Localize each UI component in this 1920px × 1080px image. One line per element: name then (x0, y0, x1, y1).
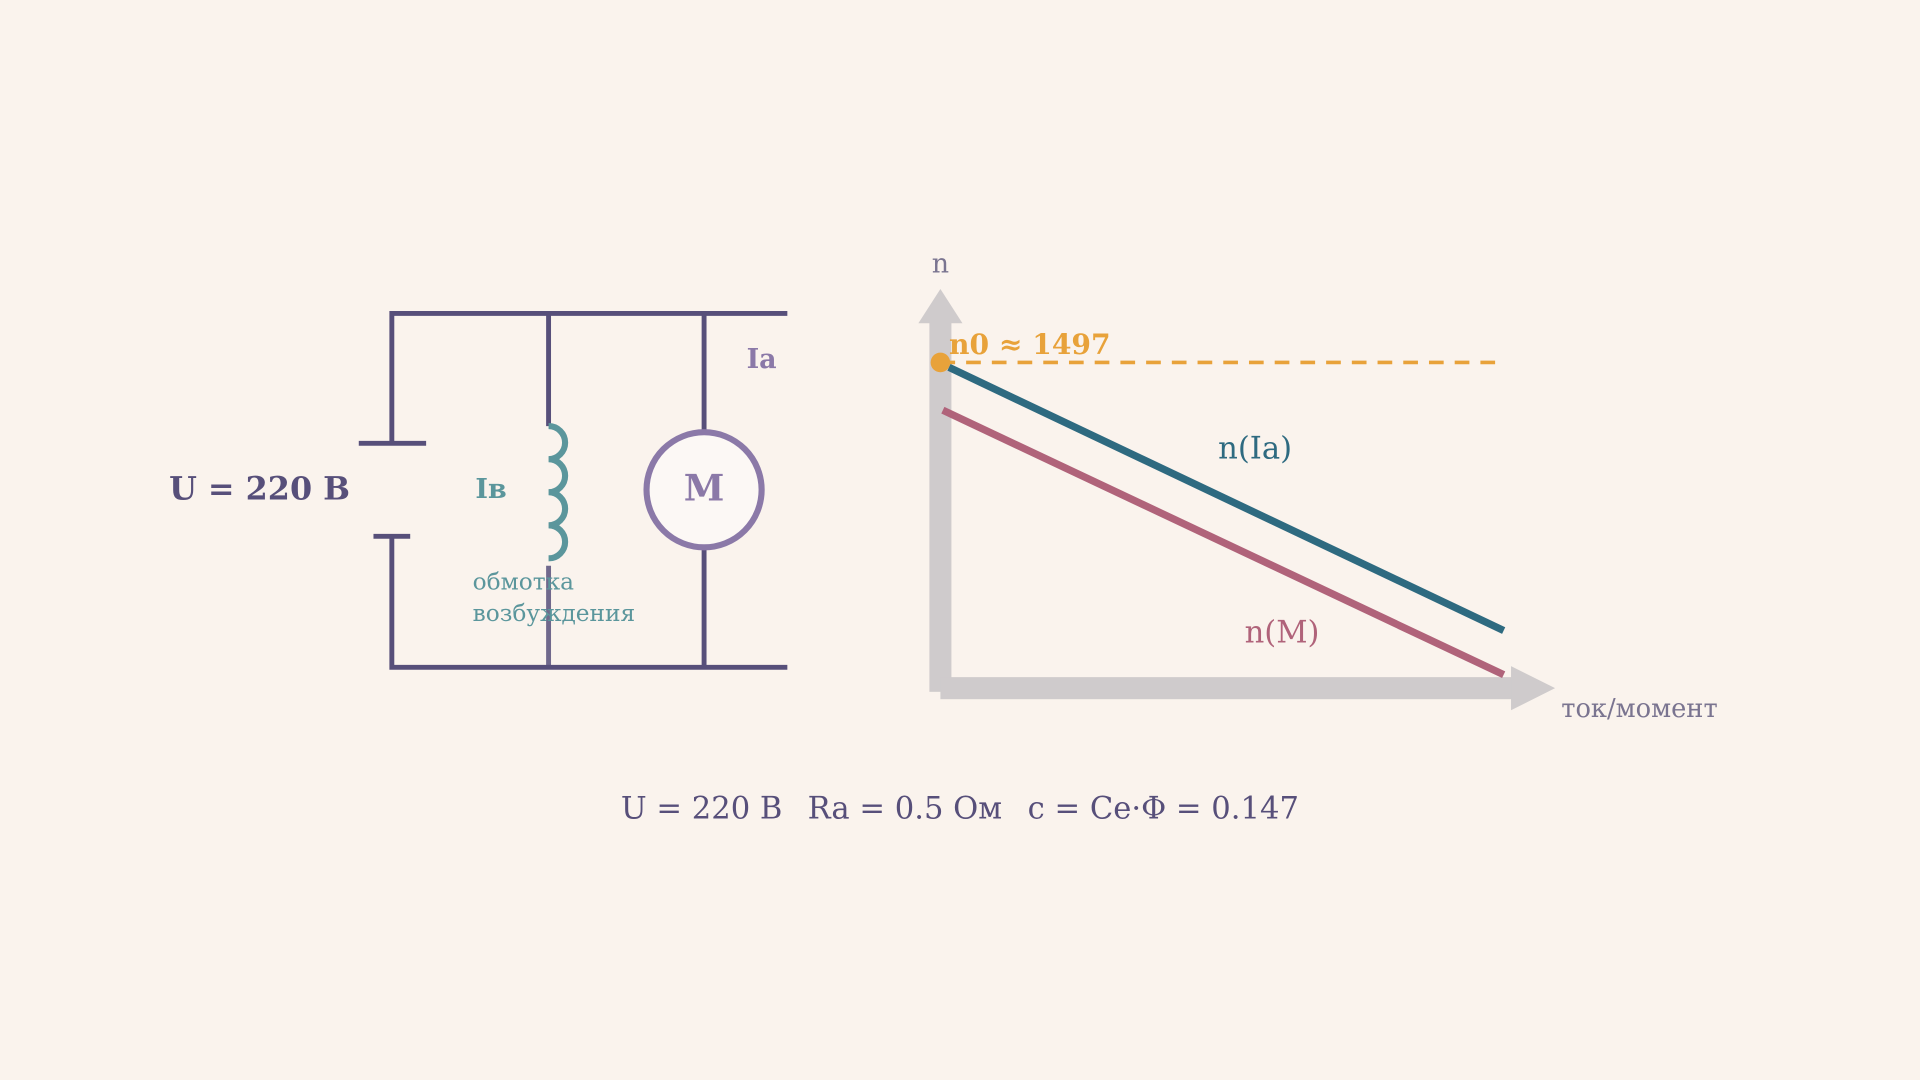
motor (643, 429, 765, 551)
parameter: c = Ce·Φ = 0.147 (1028, 792, 1299, 827)
n0-point (930, 352, 951, 373)
winding-label: возбуждения (473, 600, 636, 627)
armature-current: Ia (747, 344, 777, 375)
y-axis-label: n (932, 249, 949, 280)
parameter: U = 220 В (621, 792, 783, 827)
winding-label: обмотка (473, 568, 574, 595)
curve-current (947, 364, 1506, 634)
motor-label: M (684, 467, 725, 510)
x-axis-label: ток/момент (1561, 694, 1717, 724)
curve-label: n(M) (1245, 615, 1320, 650)
voltage-label: U = 220 В (169, 470, 350, 508)
curve-torque (941, 406, 1506, 679)
field-coil (548, 423, 569, 562)
field-current: Iв (475, 474, 506, 505)
parameter: Ra = 0.5 Ом (808, 792, 1002, 827)
circuit-wires (358, 311, 788, 670)
n0-label: n0 ≈ 1497 (949, 328, 1111, 361)
curve-label: n(Ia) (1218, 432, 1292, 467)
